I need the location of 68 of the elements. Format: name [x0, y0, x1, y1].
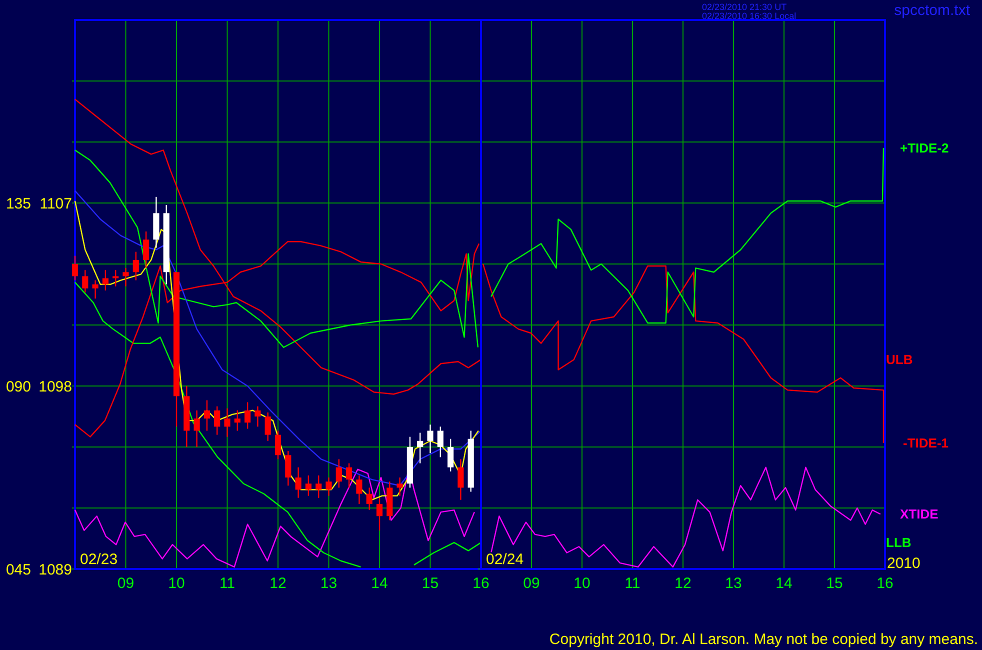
- candlestick: [366, 487, 372, 511]
- candlestick: [305, 474, 312, 496]
- candlestick: [194, 410, 200, 448]
- series-label: XTIDE: [900, 506, 939, 522]
- line-series: [74, 150, 479, 348]
- y2-tick-label: 090: [6, 378, 31, 396]
- candlestick: [336, 458, 342, 488]
- candlestick: [92, 280, 98, 300]
- text: LLB: [886, 535, 912, 550]
- x-tick-label: 15: [422, 575, 439, 592]
- candlestick: [427, 424, 434, 454]
- candlestick: [244, 402, 251, 430]
- x-tick-label: 16: [876, 575, 894, 592]
- series-label: +TIDE-2: [900, 140, 949, 156]
- y2-tick-label: 135: [6, 195, 31, 212]
- candlestick: [204, 400, 210, 432]
- x-tick-label: 11: [219, 575, 236, 592]
- candlestick: [316, 474, 322, 498]
- candlestick: [82, 270, 88, 294]
- x-tick-label: 16: [472, 575, 490, 592]
- text: ULB: [886, 352, 913, 368]
- line-series: [74, 466, 476, 568]
- series-label: -TIDE-1: [903, 435, 948, 450]
- x-tick-label: 09: [523, 575, 540, 592]
- text: 2010: [887, 555, 920, 572]
- candlestick: [132, 251, 139, 281]
- candlestick: [356, 474, 362, 505]
- annotation: 02/23: [80, 551, 118, 568]
- x-tick-label: 13: [725, 575, 742, 592]
- candlestick: [417, 432, 424, 464]
- x-tick-label: 10: [574, 575, 590, 592]
- candlestick: [264, 412, 271, 442]
- y-tick-label: 1098: [38, 378, 72, 396]
- annotation: 02/24: [486, 551, 524, 568]
- x-tick-label: 13: [320, 575, 338, 592]
- candlestick: [234, 410, 240, 432]
- y-tick-label: 1107: [40, 195, 72, 212]
- candlestick: [254, 406, 261, 428]
- candlestick: [112, 270, 119, 287]
- y-tick-label: 1089: [38, 561, 72, 578]
- annotation: 02/23/2010 16:30 Local: [702, 11, 796, 21]
- x-tick-label: 12: [270, 575, 286, 592]
- candlestick: [376, 497, 383, 531]
- y2-tick-label: 045: [6, 561, 31, 578]
- candlestick: [448, 438, 454, 472]
- text: Copyright 2010, Dr. Al Larson. May not be copied by any means.: [549, 631, 978, 648]
- candlestick: [143, 230, 150, 269]
- x-tick-label: 09: [117, 575, 134, 592]
- x-tick-label: 11: [624, 575, 640, 592]
- candlestick: [295, 466, 302, 498]
- candlestick: [122, 267, 129, 287]
- candlestick: [285, 450, 292, 486]
- candlestick: [274, 430, 282, 460]
- x-tick-label: 10: [168, 575, 185, 592]
- candlestick: [437, 426, 444, 458]
- candlestick: [458, 458, 464, 500]
- candlestick: [326, 476, 332, 496]
- x-tick-label: 14: [776, 575, 792, 592]
- candlestick: [396, 476, 403, 496]
- x-tick-label: 12: [674, 575, 692, 592]
- x-tick-label: 14: [371, 575, 388, 592]
- candlestick: [224, 408, 230, 438]
- candlestick: [102, 270, 108, 292]
- candlestick: [346, 462, 352, 488]
- x-tick-label: 15: [826, 575, 843, 592]
- text: spcctom.txt: [894, 2, 971, 19]
- candlestick: [214, 406, 220, 436]
- text: 02/23/2010 21:30 UT: [702, 2, 788, 12]
